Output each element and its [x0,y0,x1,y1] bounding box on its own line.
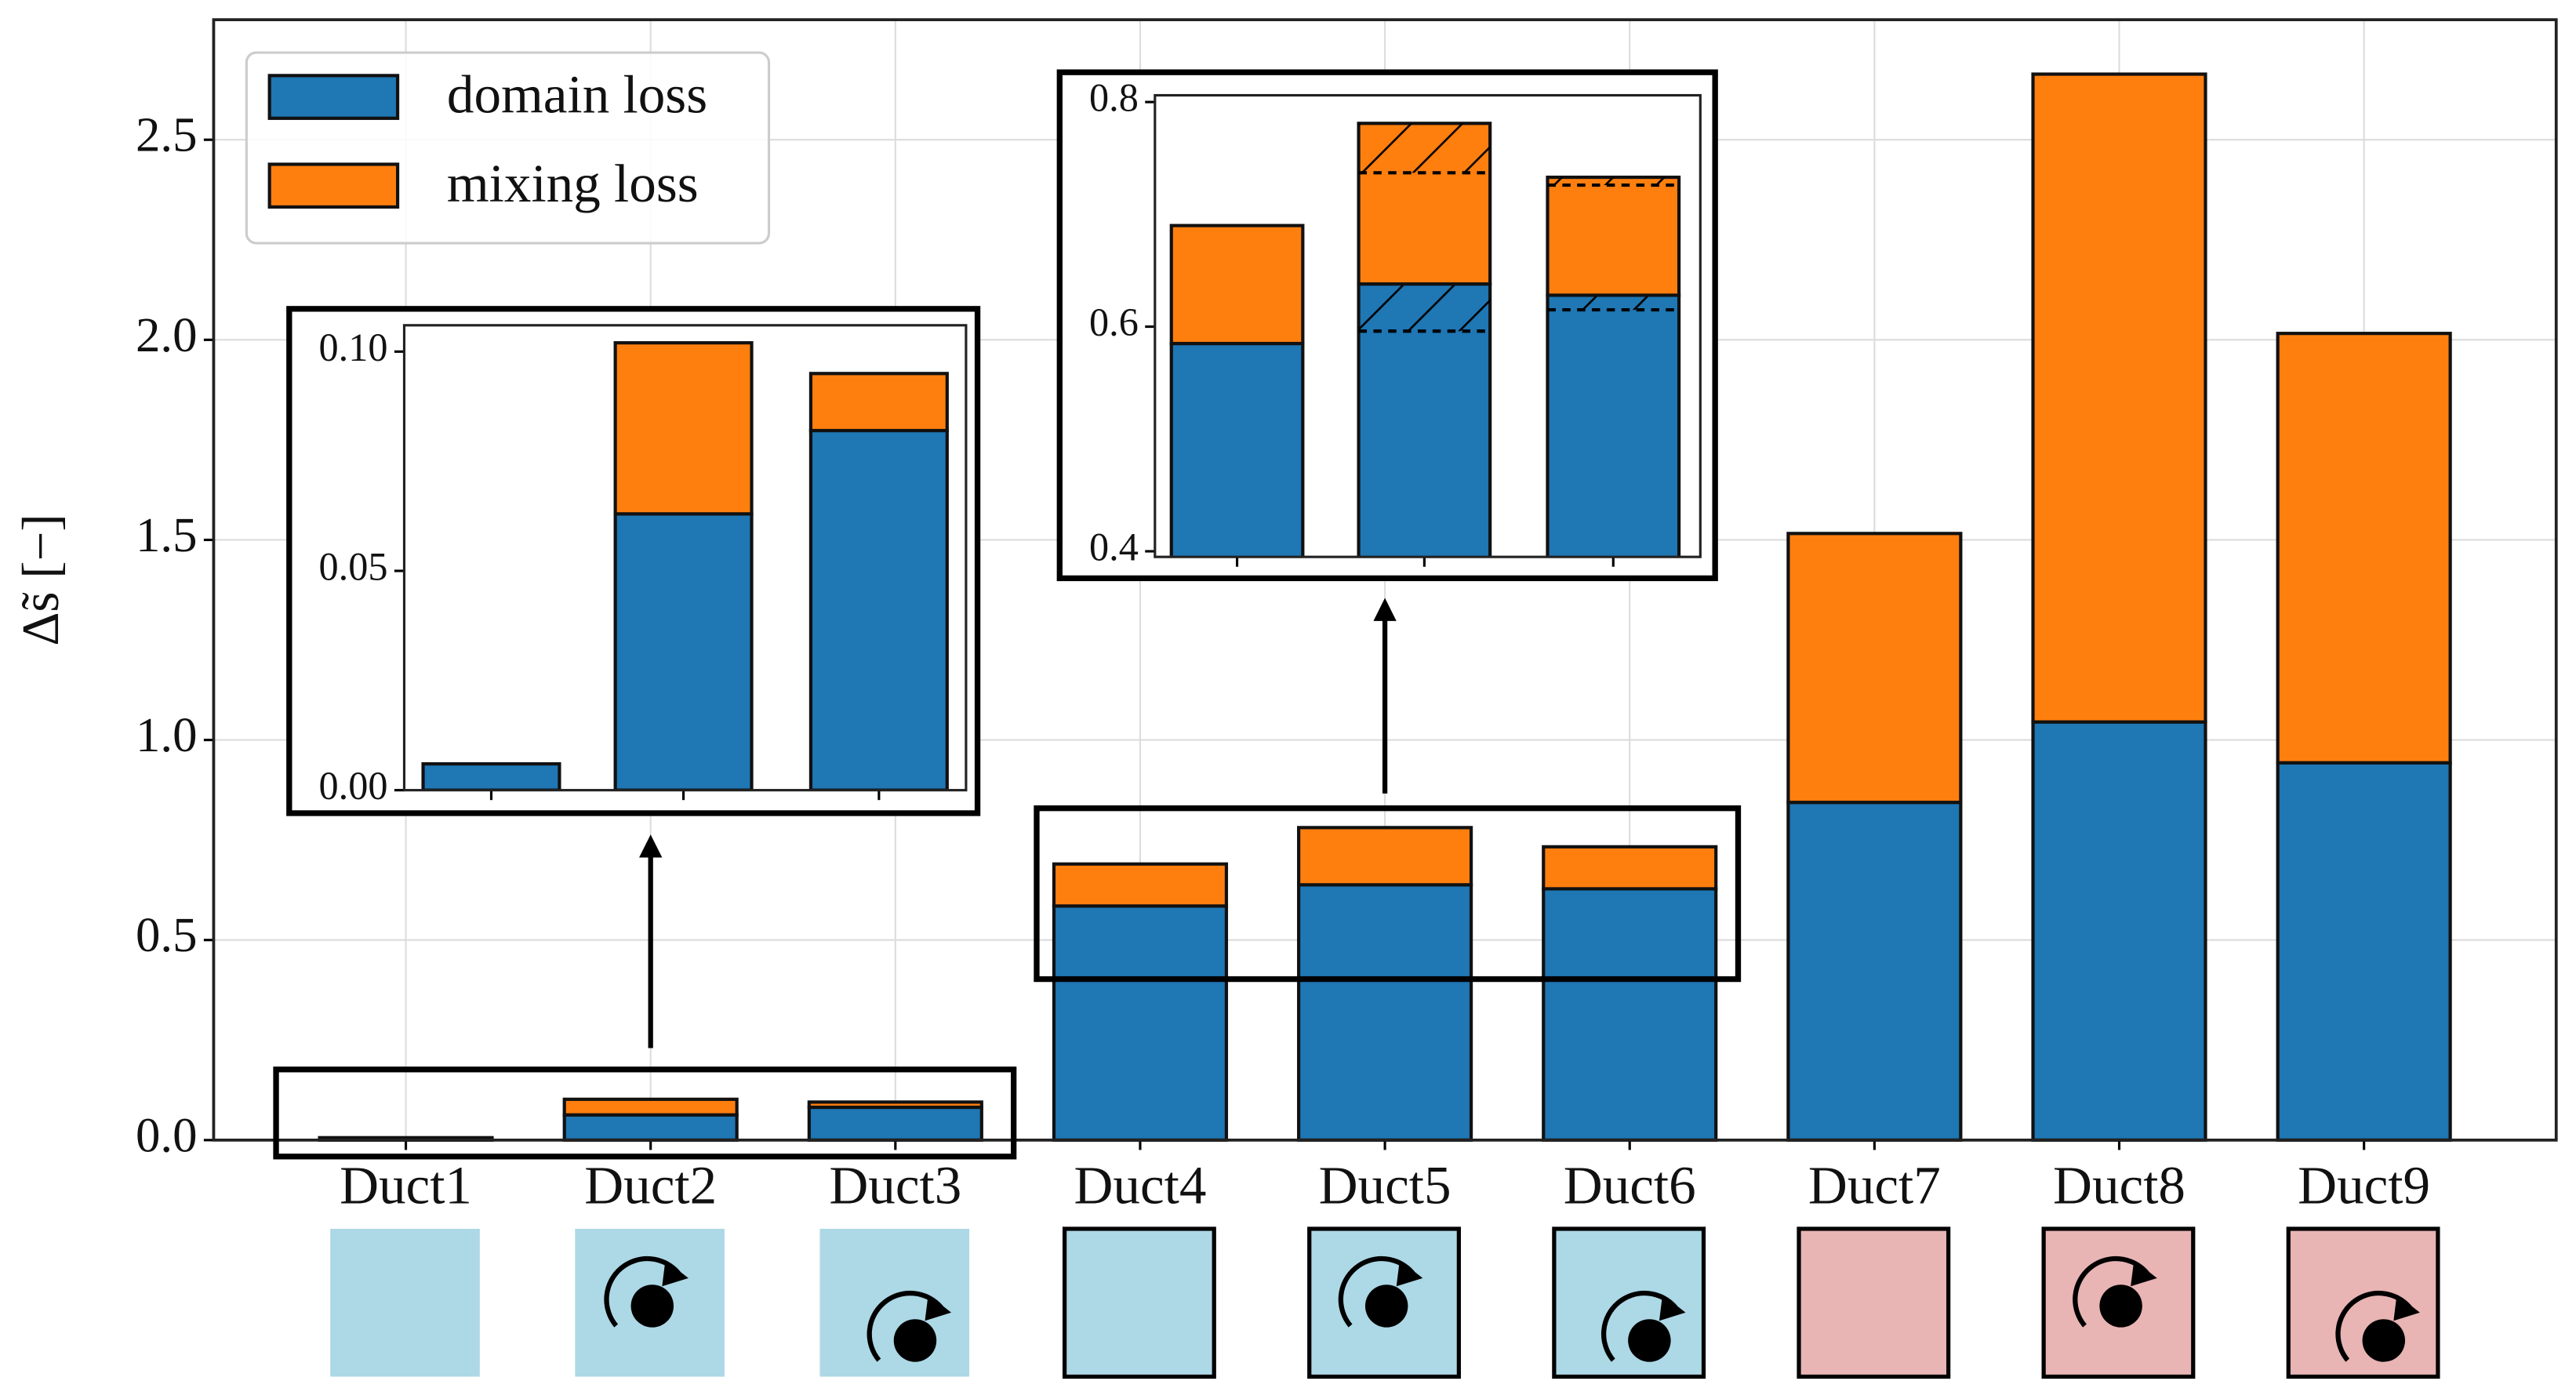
bar-segment [1786,801,1963,1142]
vortex-swirl [2073,1255,2149,1328]
bar-segment [562,1097,739,1117]
vortex-swirl [2335,1290,2412,1362]
vortex-swirl [1600,1290,1678,1362]
legend-label: domain loss [447,64,707,125]
y-tick-label: 0.5 [136,907,198,962]
bar-segment [807,1100,983,1110]
vortex-swirl [867,1290,943,1362]
bar-segment [1297,883,1473,1142]
bar-segment [1786,532,1963,805]
vortex-core [2362,1319,2406,1362]
y-tick-label: 0.8 [1089,76,1139,120]
y-tick-label: 0.6 [1089,300,1139,344]
bars-clip [421,341,949,790]
y-tick-label: 1.5 [136,507,198,562]
bar-segment [1297,826,1473,887]
vortex-core [1628,1319,1671,1362]
y-axis-label: Δs̃ [−] [12,514,70,645]
legend-swatch [267,74,400,120]
vortex-swirl [1338,1255,1415,1328]
y-tick-label: 0.4 [1089,525,1139,569]
x-tick-label: Duct5 [1319,1155,1451,1215]
bar-segment [2276,761,2452,1142]
bar-segment [2031,720,2207,1142]
zoom-box [273,1067,1017,1160]
axes-frame [402,324,968,792]
vortex-arrow [2393,1294,2420,1321]
vortex-core [2099,1285,2142,1328]
bar-segment [1542,887,1718,1142]
bar-segment [807,1105,983,1142]
bar-segment [2276,332,2452,765]
y-tick-label: 1.0 [136,707,198,762]
bar-segment [1169,223,1305,346]
duct-icon [1552,1226,1706,1379]
y-tick-label: 2.5 [136,107,198,162]
x-tick-label: Duct8 [2053,1155,2185,1215]
x-tick-label: Duct1 [340,1155,472,1215]
vortex-core [630,1285,674,1328]
hatch-region [1358,123,1491,173]
bar-segment [808,372,949,433]
hatch-region [1547,295,1680,311]
duct-icon [330,1228,480,1377]
hatch-region [1358,284,1491,332]
bar-segment [1052,862,1229,908]
bars-clip [1169,122,1681,558]
hatch-region [1547,177,1680,186]
y-tick-label: 0.10 [319,325,388,369]
bar-segment [808,428,949,790]
bar-segment [1169,341,1305,558]
duct-icon [819,1228,970,1377]
bar-segment [1052,904,1229,1142]
x-tick-label: Duct9 [2298,1155,2430,1215]
bar-segment [1542,845,1718,891]
vortex-arrow [1659,1294,1686,1321]
duct-icon [1797,1226,1951,1379]
vortex-arrow [925,1294,952,1321]
bar-segment [613,341,754,516]
y-tick-label: 0.00 [319,764,388,808]
bar-segment [2031,72,2207,724]
y-tick-label: 2.0 [136,307,198,362]
zoom-box [1034,805,1742,983]
legend-label: mixing loss [447,153,699,213]
bar-segment [562,1113,739,1142]
vortex-arrow [2131,1259,2157,1287]
y-tick-label: 0.0 [136,1107,198,1162]
bar-segment [613,512,754,790]
arrow-head [639,834,663,858]
vortex-swirl [604,1255,681,1328]
x-tick-label: Duct6 [1564,1155,1696,1215]
legend-swatch [267,162,400,209]
duct-icon [1062,1226,1216,1379]
vortex-core [1364,1285,1408,1328]
bar-segment [421,761,561,790]
duct-icon [2286,1226,2440,1379]
x-tick-label: Duct4 [1074,1155,1206,1215]
x-tick-label: Duct2 [584,1155,717,1215]
vortex-arrow [1396,1259,1423,1287]
x-tick-label: Duct3 [829,1155,961,1215]
bar-segment [1546,175,1681,297]
axes-frame [212,18,2558,1142]
arrow-head [1373,598,1397,621]
vortex-arrow [662,1259,689,1287]
x-tick-label: Duct7 [1808,1155,1941,1215]
y-tick-label: 0.05 [319,545,388,589]
axes-frame [1154,93,1702,558]
vortex-core [893,1319,937,1362]
